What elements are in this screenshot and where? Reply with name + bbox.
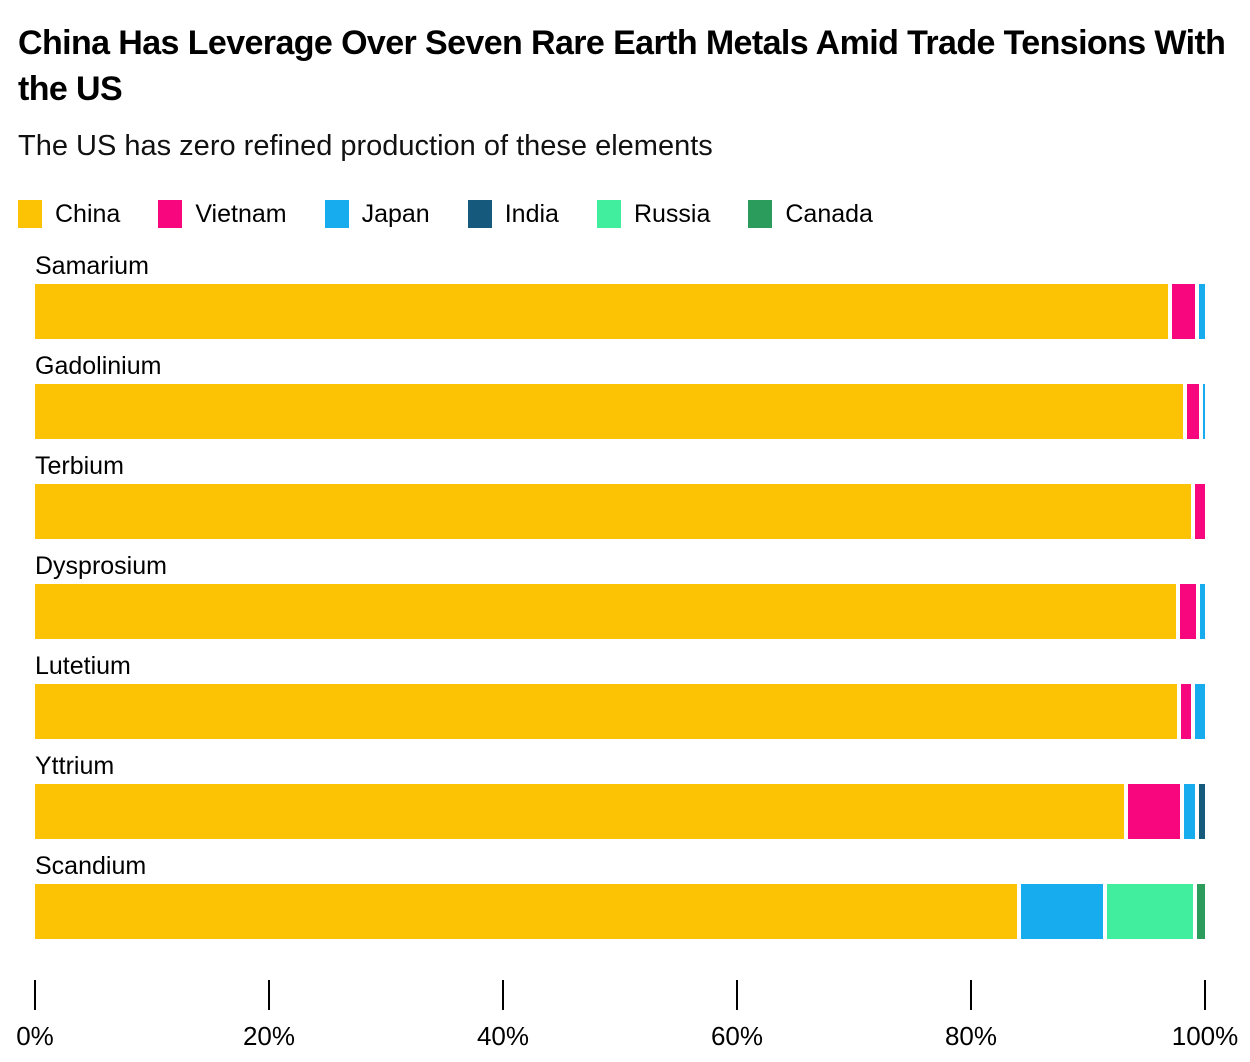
- legend-label: Russia: [633, 200, 711, 228]
- page-title: China Has Leverage Over Seven Rare Earth…: [18, 24, 1226, 108]
- stacked-bar: [35, 784, 1205, 839]
- axis-tick-label: 80%: [944, 1021, 998, 1051]
- bar-row-gadolinium: Gadolinium: [35, 352, 1205, 452]
- axis-tick-line: [502, 980, 504, 1010]
- axis-tick-label: 40%: [476, 1021, 530, 1051]
- page-subtitle: The US has zero refined production of th…: [18, 130, 713, 162]
- stacked-bar: [35, 384, 1205, 439]
- bar-segment-china: [35, 584, 1177, 639]
- legend-label: Japan: [361, 200, 430, 228]
- axis-tick-line: [34, 980, 36, 1010]
- x-axis: 0% 20% 40% 60% 80% 100%: [16, 980, 1238, 1058]
- axis-tick-label: 100%: [1171, 1021, 1239, 1051]
- legend-swatch-china: [18, 200, 42, 228]
- legend-label: Vietnam: [195, 200, 287, 228]
- legend-item-canada: Canada: [748, 200, 873, 228]
- legend-swatch-india: [467, 200, 492, 228]
- stacked-bar: [35, 484, 1205, 539]
- bar-row-label: Gadolinium: [35, 352, 162, 380]
- bar-row-label: Lutetium: [35, 652, 131, 680]
- bar-segment-china: [35, 384, 1184, 439]
- bar-segment-japan: [1199, 284, 1205, 339]
- bar-segment-india: [1199, 784, 1205, 839]
- legend-label: China: [55, 200, 121, 228]
- legend-item-japan: Japan: [324, 200, 430, 228]
- bar-row-yttrium: Yttrium: [35, 752, 1205, 852]
- bar-segment-vietnam: [1127, 784, 1180, 839]
- bar-segment-japan: [1200, 584, 1205, 639]
- axis-tick-line: [736, 980, 738, 1010]
- stacked-bar: [35, 684, 1205, 739]
- bar-row-scandium: Scandium: [35, 852, 1205, 952]
- stacked-bar-chart: Samarium Gadolinium Terbium Dysprosium Lutet…: [35, 252, 1205, 952]
- bar-segment-china: [35, 484, 1191, 539]
- axis-tick-label: 60%: [710, 1021, 764, 1051]
- legend-item-china: China: [18, 200, 120, 228]
- legend-swatch-russia: [596, 200, 621, 228]
- legend-swatch-canada: [748, 200, 773, 228]
- bar-row-label: Terbium: [35, 452, 124, 480]
- stacked-bar: [35, 884, 1205, 939]
- bar-segment-china: [35, 684, 1178, 739]
- axis-tick-label: 20%: [242, 1021, 296, 1051]
- stacked-bar: [35, 284, 1205, 339]
- axis-tick-line: [1204, 980, 1206, 1010]
- bar-row-dysprosium: Dysprosium: [35, 552, 1205, 652]
- bar-segment-vietnam: [1171, 284, 1196, 339]
- legend-item-india: India: [467, 200, 559, 228]
- bar-segment-china: [35, 784, 1124, 839]
- bar-segment-vietnam: [1194, 484, 1205, 539]
- legend-swatch-japan: [324, 200, 349, 228]
- bar-row-lutetium: Lutetium: [35, 652, 1205, 752]
- legend-item-vietnam: Vietnam: [158, 200, 287, 228]
- axis-tick-line: [268, 980, 270, 1010]
- bar-segment-china: [35, 884, 1017, 939]
- bar-segment-vietnam: [1187, 384, 1199, 439]
- axis-tick-line: [970, 980, 972, 1010]
- legend-label: India: [504, 200, 559, 228]
- bar-segment-vietnam: [1180, 584, 1197, 639]
- axis-tick-label: 0%: [16, 1021, 54, 1051]
- bar-segment-japan: [1194, 684, 1205, 739]
- bar-segment-china: [35, 284, 1168, 339]
- bar-segment-japan: [1183, 784, 1196, 839]
- bar-row-label: Samarium: [35, 252, 149, 280]
- legend-label: Canada: [785, 200, 873, 228]
- bar-row-label: Scandium: [35, 852, 147, 880]
- bar-segment-vietnam: [1181, 684, 1191, 739]
- legend: China Vietnam Japan India Russia Canada: [18, 200, 1232, 228]
- legend-swatch-vietnam: [158, 200, 183, 228]
- bar-row-label: Yttrium: [35, 752, 115, 780]
- bar-segment-japan: [1202, 384, 1205, 439]
- bar-row-samarium: Samarium: [35, 252, 1205, 352]
- legend-item-russia: Russia: [596, 200, 711, 228]
- bar-segment-japan: [1020, 884, 1104, 939]
- bar-row-label: Dysprosium: [35, 552, 167, 580]
- bar-segment-canada: [1196, 884, 1205, 939]
- bar-row-terbium: Terbium: [35, 452, 1205, 552]
- bar-segment-russia: [1107, 884, 1193, 939]
- stacked-bar: [35, 584, 1205, 639]
